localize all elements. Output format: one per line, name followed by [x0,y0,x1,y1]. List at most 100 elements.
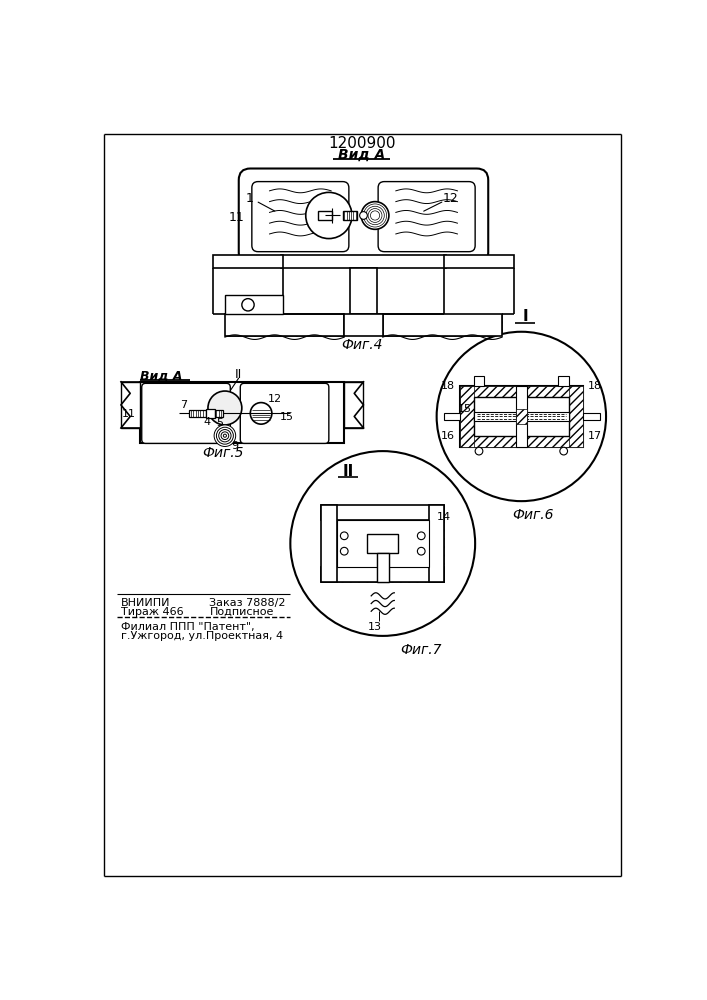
Bar [474,397,569,436]
FancyBboxPatch shape [240,383,329,443]
FancyBboxPatch shape [239,169,489,264]
Bar [377,553,389,582]
Circle shape [340,547,348,555]
Bar [321,505,444,520]
Circle shape [218,430,231,442]
Circle shape [221,432,229,440]
Text: Заказ 7888/2: Заказ 7888/2 [209,598,286,608]
Bar [460,386,583,447]
Bar [368,534,398,553]
Circle shape [361,202,389,229]
Text: 12: 12 [268,394,282,404]
Bar [321,505,337,582]
Bar [321,567,444,582]
Text: Фиг.6: Фиг.6 [512,508,554,522]
Text: 1: 1 [245,192,254,205]
Text: 1200900: 1200900 [328,136,396,151]
Text: 16: 16 [440,431,455,441]
Bar [321,567,444,582]
Text: Фиг.4: Фиг.4 [341,338,382,352]
Bar [189,410,206,417]
Bar [444,413,460,420]
Text: Вид А: Вид А [140,369,182,382]
FancyBboxPatch shape [378,182,475,252]
Bar [214,255,283,268]
Text: 4: 4 [204,417,211,427]
Bar [377,553,389,582]
Bar [429,505,444,582]
Bar [368,534,398,553]
Bar [344,382,363,428]
Text: Фиг.5: Фиг.5 [203,446,244,460]
Bar [460,386,474,447]
Bar [559,376,569,386]
Text: ВНИИПИ: ВНИИПИ [121,598,170,608]
Bar [337,520,429,567]
Circle shape [560,447,568,455]
Bar [429,505,444,582]
Bar [121,382,140,428]
Text: II: II [342,464,354,479]
Bar [444,255,514,268]
Circle shape [417,532,425,540]
Circle shape [242,299,254,311]
Bar [344,314,382,336]
Text: 9: 9 [231,441,238,451]
Text: 15: 15 [458,404,472,414]
Text: Фиг.7: Фиг.7 [400,643,442,657]
Bar [350,268,377,314]
Circle shape [475,378,483,386]
Bar [583,413,600,420]
Circle shape [417,547,425,555]
Text: I: I [522,309,528,324]
Text: Вид А: Вид А [339,148,385,162]
Circle shape [291,451,475,636]
Text: 18: 18 [441,381,455,391]
Bar [321,505,337,582]
Bar [225,314,344,336]
Bar [140,382,344,443]
Circle shape [214,425,235,446]
Bar [318,211,332,220]
Circle shape [560,378,568,386]
Bar [225,314,344,336]
Bar [569,386,583,447]
Circle shape [340,532,348,540]
Text: Тираж 466: Тираж 466 [121,607,184,617]
Text: 18: 18 [588,381,602,391]
Bar [377,553,389,582]
Bar [382,314,502,336]
Text: 11: 11 [122,409,136,419]
Bar [281,255,446,268]
Circle shape [437,332,606,501]
Bar [474,412,569,421]
Text: Подписное: Подписное [209,607,274,617]
FancyBboxPatch shape [141,383,230,443]
Circle shape [475,447,483,455]
Text: Филиал ППП "Патент",: Филиал ППП "Патент", [121,622,255,632]
Bar [206,409,215,418]
Bar [343,211,356,220]
Text: 17: 17 [588,431,602,441]
Text: 14: 14 [438,512,451,522]
Circle shape [216,427,233,444]
Circle shape [208,391,242,425]
Text: г.Ужгород, ул.Проектная, 4: г.Ужгород, ул.Проектная, 4 [121,631,283,641]
FancyBboxPatch shape [252,182,349,252]
Circle shape [305,192,352,239]
Bar [225,295,283,314]
Text: 5: 5 [216,418,223,428]
Text: 11: 11 [228,211,245,224]
Bar [474,376,484,386]
Text: II: II [235,368,243,381]
Text: 12: 12 [443,192,458,205]
Bar [321,505,444,520]
Text: 7: 7 [180,400,187,410]
Bar [460,386,583,397]
Bar [215,410,223,417]
Text: 15: 15 [279,412,293,422]
Bar [382,314,502,336]
Bar [460,436,583,447]
Circle shape [250,403,272,424]
Bar [516,386,527,447]
